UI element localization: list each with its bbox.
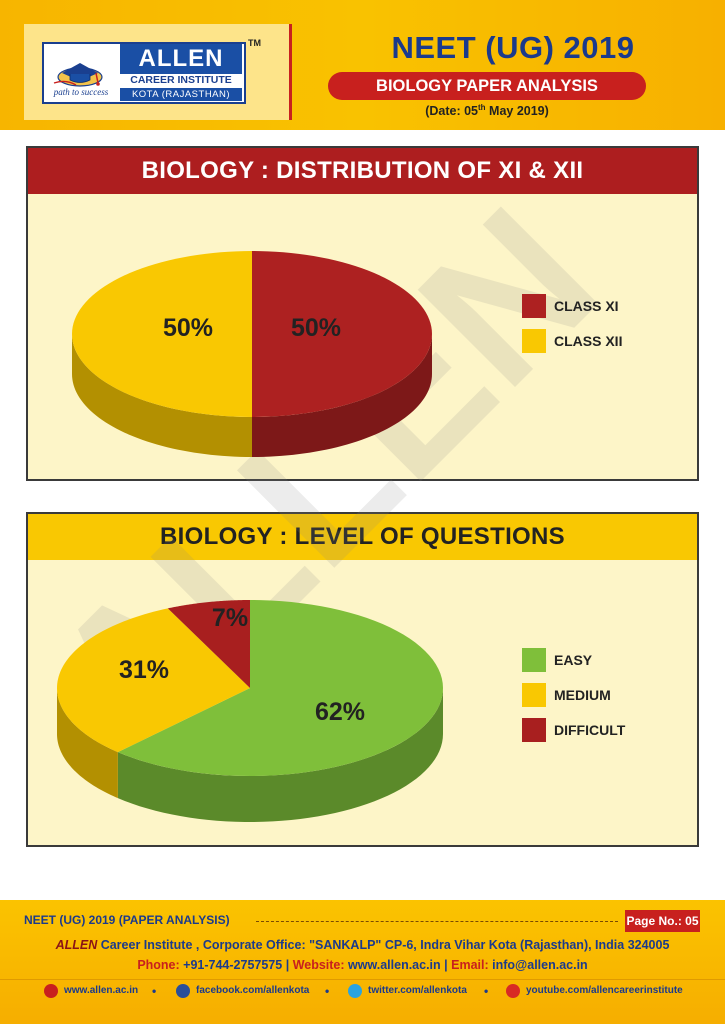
trademark-mark: TM bbox=[248, 38, 261, 48]
email-link[interactable]: info@allen.ac.in bbox=[492, 958, 588, 972]
page-number: Page No.: 05 bbox=[625, 910, 700, 932]
footer-topline: NEET (UG) 2019 (PAPER ANALYSIS) Page No.… bbox=[24, 910, 700, 932]
legend-item-difficult: DIFFICULT bbox=[522, 718, 692, 742]
legend-swatch bbox=[522, 718, 546, 742]
phone-label: Phone: bbox=[137, 958, 180, 972]
pie-data-label-class-xii: 50% bbox=[163, 314, 213, 342]
globe-icon bbox=[44, 984, 58, 998]
social-text: facebook.com/allenkota bbox=[196, 985, 310, 996]
footer-title: NEET (UG) 2019 (PAPER ANALYSIS) bbox=[24, 913, 230, 927]
pie-slice-class-xi bbox=[252, 251, 432, 417]
question-level-pie-chart: 62% 31% 7% bbox=[57, 600, 443, 822]
logo-location: KOTA (RAJASTHAN) bbox=[120, 88, 242, 101]
logo-tagline: path to success bbox=[53, 87, 109, 97]
page-footer: NEET (UG) 2019 (PAPER ANALYSIS) Page No.… bbox=[0, 900, 725, 1024]
legend-label: CLASS XII bbox=[554, 333, 623, 349]
pie-side-easy bbox=[117, 688, 443, 822]
pie-slice-easy bbox=[117, 600, 443, 776]
social-text: www.allen.ac.in bbox=[64, 985, 139, 996]
youtube-icon bbox=[506, 984, 520, 998]
footer-brand: ALLEN bbox=[55, 938, 98, 952]
website-label: Website: bbox=[292, 958, 345, 972]
distribution-pie-chart: 50% 50% bbox=[72, 251, 432, 457]
legend-swatch bbox=[522, 294, 546, 318]
website-link[interactable]: www.allen.ac.in bbox=[348, 958, 441, 972]
pie-slice-difficult bbox=[167, 600, 250, 688]
legend-swatch bbox=[522, 683, 546, 707]
distribution-chart-panel: BIOLOGY : DISTRIBUTION OF XI & XII 50% 50… bbox=[26, 146, 699, 481]
legend-item-easy: EASY bbox=[522, 648, 692, 672]
page-subtitle: BIOLOGY PAPER ANALYSIS bbox=[328, 72, 646, 100]
legend-item-medium: MEDIUM bbox=[522, 683, 692, 707]
contact-line: Phone: +91-744-2757575 | Website: www.al… bbox=[137, 958, 588, 972]
page-title: NEET (UG) 2019 bbox=[391, 30, 635, 65]
social-text: twitter.com/allenkota bbox=[368, 985, 467, 996]
address-text: Career Institute , Corporate Office: "SA… bbox=[97, 938, 670, 952]
page-header: path to success ALLEN CAREER INSTITUTE K… bbox=[0, 0, 725, 130]
legend-label: DIFFICULT bbox=[554, 722, 626, 738]
logo-brand: ALLEN bbox=[120, 44, 242, 74]
graduation-cap-icon bbox=[53, 63, 103, 87]
pie-side-class-xii bbox=[72, 334, 252, 457]
legend-swatch bbox=[522, 329, 546, 353]
legend-label: EASY bbox=[554, 652, 593, 668]
pie-side-medium bbox=[57, 688, 118, 799]
logo-panel: path to success ALLEN CAREER INSTITUTE K… bbox=[24, 24, 292, 120]
allen-logo[interactable]: path to success ALLEN CAREER INSTITUTE K… bbox=[42, 42, 246, 104]
chart-title: BIOLOGY : LEVEL OF QUESTIONS bbox=[28, 514, 697, 560]
logo-wordmark: ALLEN CAREER INSTITUTE KOTA (RAJASTHAN) bbox=[118, 44, 244, 102]
legend-item-class-xi: CLASS XI bbox=[522, 294, 692, 318]
legend-swatch bbox=[522, 648, 546, 672]
email-label: Email: bbox=[451, 958, 489, 972]
pie-data-label-medium: 31% bbox=[119, 656, 169, 684]
logo-institute: CAREER INSTITUTE bbox=[130, 74, 232, 86]
phone-number[interactable]: +91-744-2757575 bbox=[183, 958, 283, 972]
question-level-chart-panel: BIOLOGY : LEVEL OF QUESTIONS 62% 31% 7% EA… bbox=[26, 512, 699, 847]
pie-data-label-easy: 62% bbox=[315, 698, 365, 726]
legend-item-class-xii: CLASS XII bbox=[522, 329, 692, 353]
legend-label: CLASS XI bbox=[554, 298, 619, 314]
pie-slice-medium bbox=[57, 608, 250, 753]
social-links: www.allen.ac.in • facebook.com/allenkota… bbox=[0, 979, 725, 999]
pie-data-label-difficult: 7% bbox=[212, 604, 248, 632]
pie-data-label-class-xi: 50% bbox=[291, 314, 341, 342]
facebook-icon bbox=[176, 984, 190, 998]
exam-date: (Date: 05th May 2019) bbox=[425, 103, 549, 119]
chart-title: BIOLOGY : DISTRIBUTION OF XI & XII bbox=[28, 148, 697, 194]
pie-side-class-xi bbox=[252, 334, 432, 457]
social-text: youtube.com/allencareerinstitute bbox=[526, 985, 683, 996]
pie-slice-class-xii bbox=[72, 251, 252, 417]
corporate-address: ALLEN Career Institute , Corporate Offic… bbox=[0, 938, 725, 952]
twitter-icon bbox=[348, 984, 362, 998]
footer-divider bbox=[256, 921, 618, 922]
legend-label: MEDIUM bbox=[554, 687, 611, 703]
